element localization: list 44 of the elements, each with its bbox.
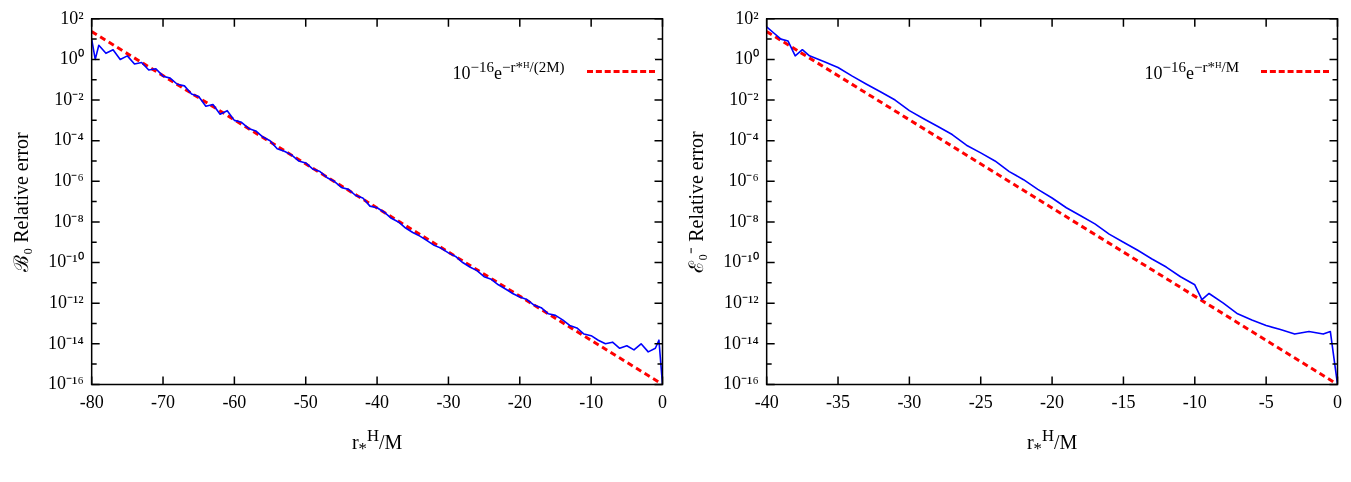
y-axis-title: ℰ₀⁻ Relative error [683,130,708,273]
legend-label: 10$^{−16}$e$^{−r*ᴴ/M}$ [1144,58,1240,84]
y-tick-label: 10⁻¹⁴ [48,332,84,353]
y-tick-label: 10⁻¹² [48,291,84,312]
x-tick-label: -25 [968,391,993,412]
x-tick-label: -15 [1111,391,1136,412]
y-tick-label: 10⁻¹⁰ [723,251,759,272]
x-tick-label: -10 [1182,391,1207,412]
x-tick-label: -40 [365,391,390,412]
y-tick-label: 10⁻⁴ [728,129,759,150]
x-tick-label: -40 [754,391,779,412]
y-tick-label: 10⁻⁸ [728,210,759,231]
y-tick-label: 10⁻¹⁶ [723,373,759,394]
y-axis-title: ℬ₀ Relative error [8,131,33,272]
y-tick-label: 10⁻¹⁶ [48,373,84,394]
y-tick-label: 10⁻¹⁴ [723,332,759,353]
y-tick-label: 10⁰ [734,48,759,69]
x-tick-label: -20 [1040,391,1065,412]
y-tick-label: 10⁻⁶ [728,170,759,191]
y-tick-label: 10⁰ [59,48,84,69]
x-tick-label: -30 [436,391,461,412]
y-tick-label: 10⁻¹⁰ [48,251,84,272]
x-tick-label: -30 [897,391,922,412]
y-tick-label: 10⁻¹² [723,291,759,312]
x-axis-title: r$_{*}$$^{H}$/M [1026,426,1078,460]
y-tick-label: 10⁻² [54,88,84,109]
x-tick-label: -50 [293,391,318,412]
y-tick-label: 10⁻⁴ [53,129,84,150]
y-tick-label: 10⁻² [729,88,759,109]
x-axis-title: r$_{*}$$^{H}$/M [351,426,403,460]
x-tick-label: -10 [579,391,604,412]
x-tick-label: -35 [826,391,851,412]
x-tick-label: 0 [658,391,667,412]
x-tick-label: -80 [79,391,104,412]
x-tick-label: -60 [222,391,247,412]
y-tick-label: 10⁻⁶ [53,170,84,191]
legend-label: 10$^{−16}$e$^{−r*ᴴ/(2M)}$ [452,58,565,84]
x-tick-label: -5 [1258,391,1274,412]
x-tick-label: 0 [1333,391,1342,412]
y-tick-label: 10² [60,7,84,28]
x-tick-label: -20 [507,391,532,412]
x-tick-label: -70 [151,391,176,412]
y-tick-label: 10⁻⁸ [53,210,84,231]
y-tick-label: 10² [735,7,759,28]
